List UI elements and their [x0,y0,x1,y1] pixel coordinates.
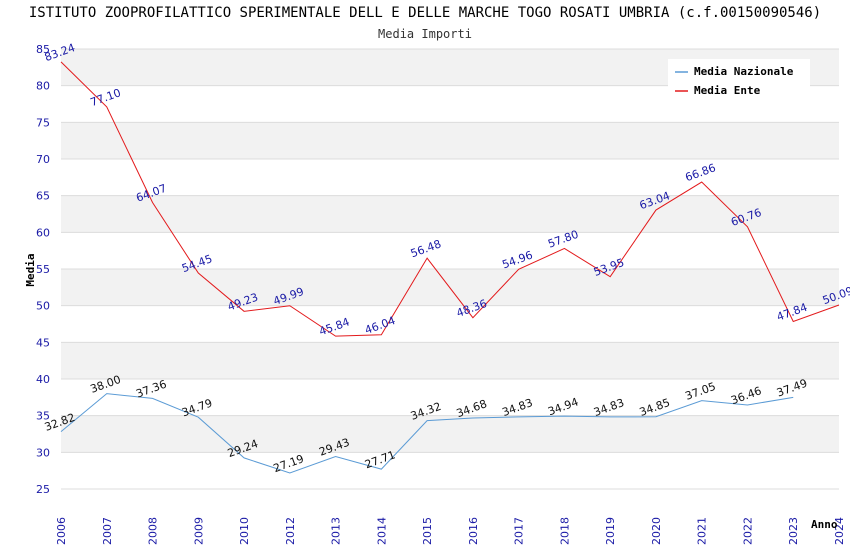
grid-band [61,232,839,269]
x-tick-label: 2024 [833,517,846,545]
y-tick-label: 80 [36,80,50,93]
y-tick-label: 55 [36,263,50,276]
y-tick-label: 30 [36,446,50,459]
series-lines [60,61,840,474]
y-tick-label: 75 [36,116,50,129]
series-line-media-ente [60,61,840,337]
x-axis-ticks: 2006 2007 2008 2009 2010 2012 2013 2014 2015 2016… [55,517,846,545]
x-tick-label: 2007 [101,517,114,545]
y-tick-label: 45 [36,336,50,349]
y-tick-label: 35 [36,410,50,423]
grid-band [61,342,839,379]
chart-title: ISTITUTO ZOOPROFILATTICO SPERIMENTALE DE… [28,5,822,21]
x-tick-label: 2018 [558,517,571,545]
x-tick-label: 2023 [787,517,800,545]
x-tick-label: 2022 [741,517,754,545]
grid-band [61,159,839,196]
grid-band [61,305,839,343]
x-tick-label: 2021 [696,517,709,545]
legend-label-media-ente: Media Ente [694,84,761,97]
x-tick-label: 2009 [192,517,205,545]
grid-band [61,122,839,159]
grid-band [61,195,839,233]
y-tick-label: 65 [36,190,50,203]
legend-label-media-nazionale: Media Nazionale [694,65,794,78]
x-tick-label: 2020 [650,517,663,545]
x-tick-label: 2006 [55,517,68,545]
grid-band [61,379,839,416]
x-tick-label: 2010 [238,517,251,545]
y-tick-label: 70 [36,153,50,166]
x-tick-label: 2013 [330,517,343,545]
y-tick-label: 40 [36,373,50,386]
x-tick-label: 2014 [375,517,388,545]
grid-band [61,415,839,453]
grid-band [61,452,839,489]
y-tick-label: 25 [36,483,50,496]
y-axis-ticks: 25 30 35 40 45 50 55 60 65 70 75 80 85 [36,43,50,496]
y-axis-label: Media [24,253,37,286]
y-tick-label: 50 [36,300,50,313]
legend-box [668,59,810,101]
x-tick-label: 2016 [467,517,480,545]
x-axis-label: Anno [811,518,838,531]
x-tick-label: 2015 [421,517,434,545]
chart-subtitle: Media Importi [378,27,472,41]
y-tick-label: 60 [36,226,50,239]
x-tick-label: 2012 [284,517,297,545]
grid-bands [61,48,839,490]
y-tick-label: 85 [36,43,50,56]
x-tick-label: 2019 [604,517,617,545]
x-tick-label: 2017 [513,517,526,545]
x-tick-label: 2008 [147,517,160,545]
series-line-media-nazionale [60,393,794,474]
legend: Media Nazionale Media Ente [668,59,810,101]
